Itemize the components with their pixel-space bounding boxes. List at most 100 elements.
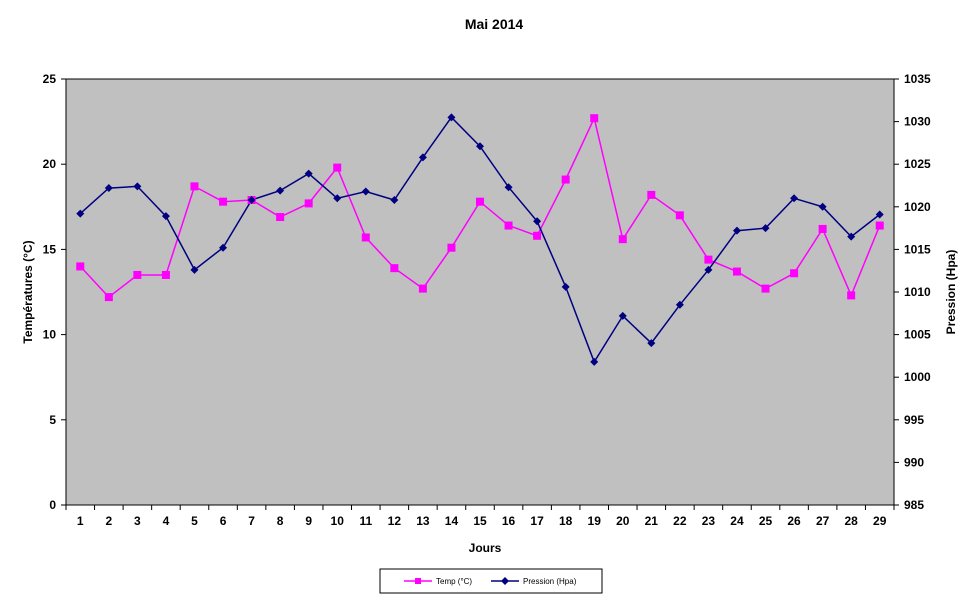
right-axis: 985 990 995 1000 1005 1010 1015 1020 1025 1030 103…	[894, 72, 931, 512]
x-tick-label: 18	[559, 514, 573, 528]
temperature-point	[875, 221, 884, 230]
pressure-point	[847, 232, 856, 241]
left-axis: 0 5 10 15 20 25	[43, 72, 66, 512]
temperature-point	[790, 269, 799, 278]
right-tick-label: 995	[904, 413, 924, 427]
x-tick-label: 24	[730, 514, 744, 528]
temperature-point	[504, 221, 513, 230]
temperature-point	[847, 291, 856, 300]
pressure-point	[675, 300, 684, 309]
temperature-point	[219, 197, 228, 206]
x-tick-label: 29	[873, 514, 887, 528]
x-tick-label: 16	[502, 514, 516, 528]
right-axis-title: Pression (Hpa)	[944, 250, 958, 335]
pressure-point	[704, 265, 713, 274]
temperature-point	[732, 267, 741, 276]
x-tick-label: 23	[702, 514, 716, 528]
pressure-point	[504, 183, 513, 192]
pressure-point	[361, 187, 370, 196]
temperature-point	[390, 264, 399, 273]
x-tick-label: 20	[616, 514, 630, 528]
temperature-point	[76, 262, 85, 271]
pressure-point	[418, 153, 427, 162]
temperature-point	[761, 284, 770, 293]
temperature-point	[476, 197, 484, 206]
legend-temp-label: Temp (°C)	[436, 577, 472, 586]
left-tick-label: 0	[49, 498, 56, 512]
pressure-point	[247, 195, 256, 204]
x-axis: 1 2 3 4 5 6 7 8 9 10 11 12 13 14 15 16 17 18 19 20 21 22 23 24 2…	[65, 505, 895, 528]
right-tick-label: 1035	[904, 72, 931, 86]
right-tick-label: 1010	[904, 285, 931, 299]
x-tick-label: 12	[388, 514, 402, 528]
pressure-point	[76, 209, 85, 218]
pressure-point	[761, 224, 770, 233]
temperature-point	[418, 284, 427, 293]
chart-title: Mai 2014	[465, 16, 524, 32]
x-tick-label: 5	[191, 514, 198, 528]
temperature-point	[104, 293, 113, 302]
pressure-point	[104, 184, 113, 193]
series-markers	[76, 113, 884, 366]
left-tick-label: 25	[43, 72, 57, 86]
pressure-point	[219, 243, 228, 252]
pressure-point	[790, 194, 799, 203]
pressure-point	[333, 194, 342, 203]
x-tick-label: 13	[416, 514, 430, 528]
x-tick-label: 21	[645, 514, 659, 528]
right-tick-label: 1025	[904, 157, 931, 171]
x-tick-label: 15	[473, 514, 487, 528]
right-tick-label: 990	[904, 455, 924, 469]
temperature-point	[133, 270, 142, 279]
x-tick-label: 27	[816, 514, 830, 528]
x-tick-label: 2	[105, 514, 112, 528]
temperature-point	[304, 199, 313, 208]
x-tick-label: 10	[331, 514, 345, 528]
x-tick-label: 14	[445, 514, 459, 528]
x-tick-label: 4	[163, 514, 170, 528]
legend-pressure-label: Pression (Hpa)	[523, 577, 577, 586]
x-tick-label: 7	[248, 514, 255, 528]
x-tick-label: 8	[277, 514, 284, 528]
temperature-point	[590, 114, 599, 123]
x-tick-label: 25	[759, 514, 773, 528]
pressure-point	[561, 282, 570, 291]
right-tick-label: 1000	[904, 370, 931, 384]
left-axis-title: Températures (°C)	[21, 240, 35, 343]
x-axis-title: Jours	[469, 541, 502, 555]
legend-pressure-marker	[501, 577, 509, 585]
x-tick-label: 9	[305, 514, 312, 528]
legend: Temp (°C) Pression (Hpa)	[379, 568, 603, 594]
legend-temp-marker	[415, 578, 421, 584]
temperature-point	[161, 270, 170, 279]
right-tick-label: 1015	[904, 242, 931, 256]
right-tick-label: 1030	[904, 115, 931, 129]
x-tick-label: 17	[530, 514, 544, 528]
right-tick-label: 1005	[904, 328, 931, 342]
temperature-point	[561, 175, 570, 184]
pressure-point	[190, 265, 199, 274]
temperature-point	[675, 211, 684, 220]
x-tick-label: 6	[220, 514, 227, 528]
temperature-point	[190, 182, 199, 191]
temperature-point	[818, 224, 827, 233]
right-tick-label: 985	[904, 498, 924, 512]
x-tick-label: 1	[77, 514, 84, 528]
left-tick-label: 20	[43, 157, 57, 171]
temperature-point	[447, 243, 456, 252]
pressure-point	[447, 113, 456, 122]
left-tick-label: 10	[43, 328, 57, 342]
temperature-point	[276, 213, 285, 222]
pressure-point	[618, 311, 627, 320]
temperature-point	[618, 235, 627, 244]
x-tick-label: 26	[787, 514, 801, 528]
pressure-point	[590, 357, 599, 366]
temperature-point	[533, 231, 542, 240]
x-tick-label: 28	[844, 514, 858, 528]
temperature-point	[361, 233, 370, 242]
x-tick-label: 11	[359, 514, 372, 528]
left-tick-label: 5	[49, 413, 56, 427]
pressure-point	[818, 202, 827, 211]
pressure-point	[875, 210, 884, 219]
pressure-point	[390, 195, 399, 204]
